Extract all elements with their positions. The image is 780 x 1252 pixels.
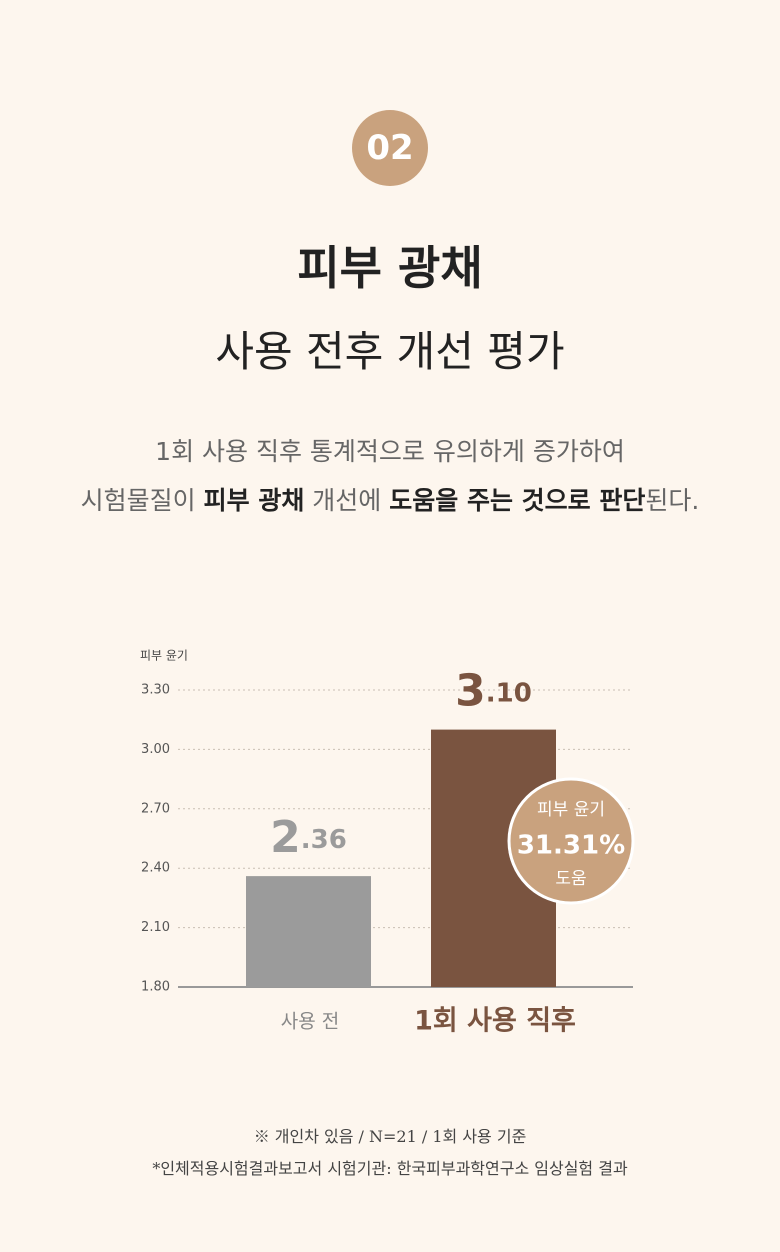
value-label: 3.10	[455, 666, 532, 717]
x-tick-label: 사용 전	[281, 1011, 339, 1033]
x-tick-label: 1회 사용 직후	[414, 1006, 576, 1037]
annotation-circle	[507, 777, 635, 905]
description-segment: 1회 사용 직후 통계적으로 유의하게 증가하여	[155, 437, 625, 466]
y-tick-label: 3.00	[141, 742, 170, 757]
value-label-frac: .36	[301, 825, 347, 855]
description: 시험물질이 피부 광채 개선에 도움을 주는 것으로 판단된다.	[0, 481, 780, 517]
description-segment: 도움을 주는 것으로 판단	[389, 486, 646, 515]
y-tick-label: 2.70	[141, 801, 170, 816]
annotation-text: 31.31%	[517, 831, 625, 861]
value-label-int: 3	[455, 666, 486, 717]
value-label: 2.36	[270, 812, 347, 863]
value-label-int: 2	[270, 812, 301, 863]
bar	[246, 876, 371, 987]
description-segment: 된다.	[645, 486, 700, 515]
annotation-text: 피부 윤기	[537, 800, 605, 820]
y-axis-label: 피부 윤기	[140, 649, 188, 663]
description-segment: 개선에	[304, 486, 390, 515]
subtitle: 사용 전후 개선 평가	[215, 327, 565, 376]
footnote: ※ 개인차 있음 / N=21 / 1회 사용 기준	[253, 1127, 527, 1146]
description-segment: 시험물질이	[80, 486, 204, 515]
step-badge: 02	[352, 110, 428, 186]
title: 피부 광채	[297, 241, 483, 295]
y-tick-label: 2.10	[141, 920, 170, 935]
footnote: *인체적용시험결과보고서 시험기관: 한국피부과학연구소 임상실험 결과	[152, 1159, 628, 1178]
description-segment: 피부 광채	[203, 486, 305, 515]
value-label-frac: .10	[486, 678, 532, 708]
y-tick-label: 2.40	[141, 861, 170, 876]
y-tick-label: 1.80	[141, 980, 170, 995]
annotation-text: 도움	[555, 869, 586, 889]
description: 1회 사용 직후 통계적으로 유의하게 증가하여	[0, 432, 780, 468]
y-tick-label: 3.30	[141, 683, 170, 698]
